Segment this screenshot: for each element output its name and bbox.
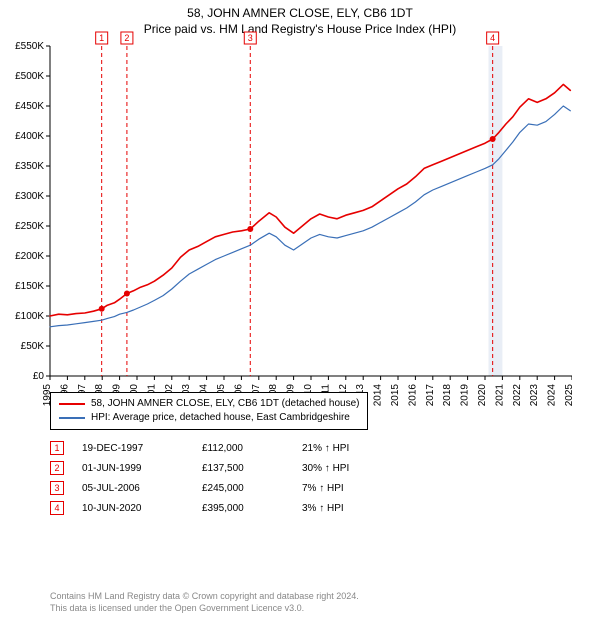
x-tick-label: 2023 <box>529 384 540 407</box>
attribution-line-2: This data is licensed under the Open Gov… <box>50 602 359 614</box>
legend-swatch <box>59 403 85 405</box>
y-tick-label: £150K <box>15 281 44 292</box>
attribution-text: Contains HM Land Registry data © Crown c… <box>50 590 359 614</box>
y-tick-label: £50K <box>21 341 45 352</box>
y-tick-label: £100K <box>15 311 44 322</box>
transaction-row-price: £245,000 <box>202 483 302 494</box>
legend-label: HPI: Average price, detached house, East… <box>91 411 350 425</box>
transaction-row: 4 10-JUN-2020£395,0003% ↑ HPI <box>50 498 412 518</box>
price-index-chart-page: { "title": "58, JOHN AMNER CLOSE, ELY, C… <box>0 0 600 620</box>
transaction-row-price: £112,000 <box>202 443 302 454</box>
transaction-marker-number: 2 <box>124 33 129 43</box>
x-tick-label: 2018 <box>442 384 453 407</box>
y-tick-label: £350K <box>15 161 44 172</box>
transaction-row-marker: 4 <box>50 501 64 515</box>
transaction-row: 1 19-DEC-1997£112,00021% ↑ HPI <box>50 438 412 458</box>
x-tick-label: 2020 <box>477 384 488 407</box>
transaction-dot <box>99 306 105 312</box>
x-tick-label: 2021 <box>494 384 505 407</box>
transaction-table: 1 19-DEC-1997£112,00021% ↑ HPI 2 01-JUN-199… <box>50 438 412 518</box>
x-tick-label: 2024 <box>547 384 558 407</box>
transaction-row-marker: 3 <box>50 481 64 495</box>
x-tick-label: 2025 <box>564 384 572 407</box>
legend-label: 58, JOHN AMNER CLOSE, ELY, CB6 1DT (deta… <box>91 397 359 411</box>
y-tick-label: £200K <box>15 251 44 262</box>
transaction-row-date: 01-JUN-1999 <box>82 463 202 474</box>
y-tick-label: £300K <box>15 191 44 202</box>
y-tick-label: £500K <box>15 71 44 82</box>
chart-title: 58, JOHN AMNER CLOSE, ELY, CB6 1DT <box>0 0 600 20</box>
x-tick-label: 2014 <box>373 384 384 407</box>
x-tick-label: 2022 <box>512 384 523 407</box>
transaction-dot <box>490 136 496 142</box>
transaction-marker-number: 1 <box>99 33 104 43</box>
transaction-row-marker: 2 <box>50 461 64 475</box>
transaction-row-date: 05-JUL-2006 <box>82 483 202 494</box>
x-tick-label: 2017 <box>425 384 436 407</box>
y-tick-label: £0 <box>33 371 45 382</box>
y-tick-label: £250K <box>15 221 44 232</box>
transaction-row-pct: 21% ↑ HPI <box>302 443 412 454</box>
x-tick-label: 2015 <box>390 384 401 407</box>
transaction-dot <box>124 291 130 297</box>
y-tick-label: £450K <box>15 101 44 112</box>
chart-svg: £0 £50K £100K £150K £200K £250K £300K £350K £400… <box>6 30 572 416</box>
transaction-marker-number: 3 <box>248 33 253 43</box>
guide-band <box>488 46 502 376</box>
legend-item: 58, JOHN AMNER CLOSE, ELY, CB6 1DT (deta… <box>59 397 359 411</box>
legend-box: 58, JOHN AMNER CLOSE, ELY, CB6 1DT (deta… <box>50 392 368 430</box>
transaction-row: 3 05-JUL-2006£245,0007% ↑ HPI <box>50 478 412 498</box>
transaction-row-marker: 1 <box>50 441 64 455</box>
transaction-dot <box>247 226 253 232</box>
transaction-row-pct: 7% ↑ HPI <box>302 483 412 494</box>
transaction-row-price: £395,000 <box>202 503 302 514</box>
transaction-row-pct: 3% ↑ HPI <box>302 503 412 514</box>
chart-area: £0£50K£100K£150K£200K£250K£300K£350K£400… <box>50 46 572 376</box>
transaction-row-pct: 30% ↑ HPI <box>302 463 412 474</box>
legend-item: HPI: Average price, detached house, East… <box>59 411 359 425</box>
transaction-marker-number: 4 <box>490 33 495 43</box>
attribution-line-1: Contains HM Land Registry data © Crown c… <box>50 590 359 602</box>
x-tick-label: 2019 <box>460 384 471 407</box>
transaction-row-price: £137,500 <box>202 463 302 474</box>
transaction-row-date: 19-DEC-1997 <box>82 443 202 454</box>
transaction-row: 2 01-JUN-1999£137,50030% ↑ HPI <box>50 458 412 478</box>
transaction-row-date: 10-JUN-2020 <box>82 503 202 514</box>
legend-swatch <box>59 417 85 419</box>
y-tick-label: £550K <box>15 41 44 52</box>
x-tick-label: 2016 <box>407 384 418 407</box>
y-tick-label: £400K <box>15 131 44 142</box>
